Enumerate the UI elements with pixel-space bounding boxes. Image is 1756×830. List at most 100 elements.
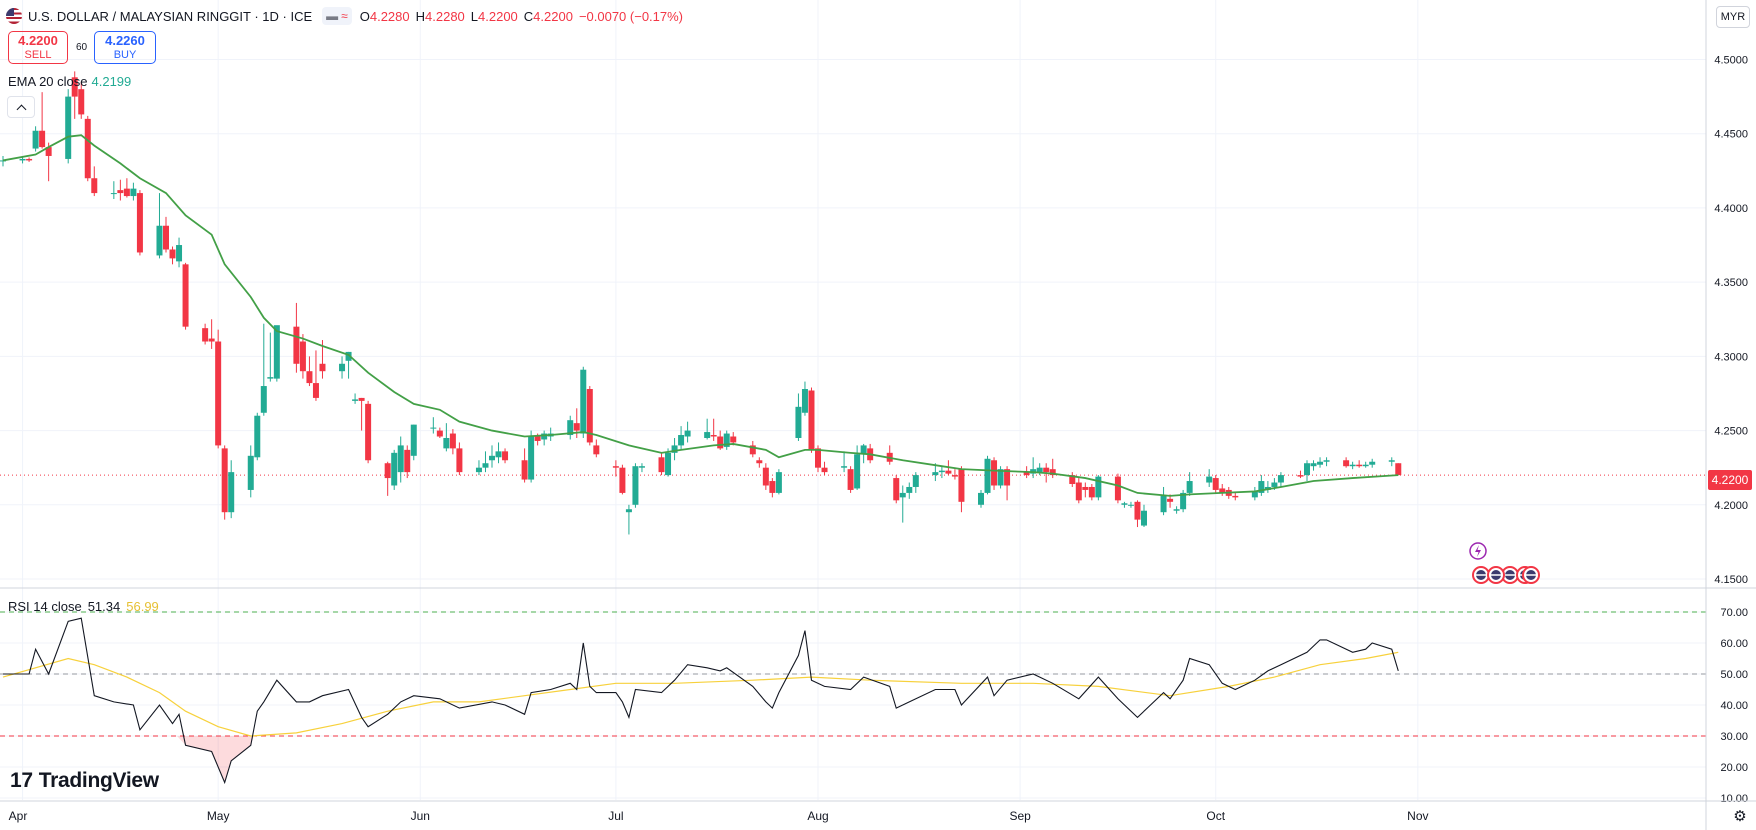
rsi-tick-label: 10.00 (1720, 793, 1748, 805)
candle-body (841, 466, 848, 468)
candle (1095, 475, 1102, 501)
time-tick-label: Nov (1407, 809, 1428, 823)
candle-body (1180, 492, 1187, 510)
rsi-lines (2, 617, 1399, 785)
candle (410, 424, 417, 461)
candle (938, 466, 945, 479)
candle (528, 430, 535, 483)
symbol-header[interactable]: U.S. DOLLAR / MALAYSIAN RINGGIT · 1D · I… (6, 6, 683, 26)
candle-body (625, 509, 632, 513)
rsi-legend[interactable]: RSI 14 close 51.34 56.99 (8, 599, 159, 614)
candle-body (1082, 486, 1089, 490)
ohlc-h: H4.2280 (415, 8, 465, 24)
candle (1277, 472, 1284, 487)
candle-body (1323, 460, 1330, 462)
candle-body (247, 455, 254, 490)
candle-body (352, 399, 359, 401)
candle (456, 442, 463, 476)
candle-body (65, 96, 72, 159)
price-tick-label: 4.3000 (1714, 351, 1748, 363)
candle-body (580, 369, 587, 434)
candle-body (821, 467, 828, 473)
candle-body (860, 445, 867, 455)
candle-body (110, 193, 117, 195)
time-tick-label: Jul (608, 809, 623, 823)
candle (762, 463, 769, 490)
candle-body (945, 470, 952, 474)
settings-gear-icon[interactable]: ⚙ (1733, 808, 1747, 825)
candle (665, 448, 672, 477)
candle (384, 461, 391, 496)
candle (912, 472, 919, 493)
rsi-ma-series-line (2, 651, 1399, 737)
rsi-tick-label: 40.00 (1720, 700, 1748, 712)
candle-body (78, 89, 85, 115)
candle (110, 181, 117, 200)
price-tick-label: 4.3500 (1714, 277, 1748, 289)
candle (260, 323, 267, 416)
candle-body (502, 451, 509, 461)
candle-body (391, 452, 398, 486)
candle (254, 412, 261, 461)
candle (756, 457, 763, 468)
ema-line (2, 134, 1399, 497)
tradingview-logo[interactable]: 17 TradingView (10, 769, 159, 793)
candle-body (1114, 476, 1121, 501)
candle-body (254, 415, 261, 458)
candle-body (997, 469, 1004, 486)
events[interactable] (1469, 542, 1540, 584)
tradingview-mark-icon: 17 (10, 769, 33, 792)
price-tick-label: 4.2000 (1714, 500, 1748, 512)
candle-body (91, 178, 98, 194)
candle (306, 356, 313, 387)
candle-body (528, 436, 535, 480)
us-economic-event-icon (1487, 566, 1505, 584)
sell-button[interactable]: 4.2200 SELL (8, 31, 68, 64)
candle-body (678, 435, 685, 446)
candle (684, 421, 691, 443)
candle-body (619, 467, 626, 493)
candle-body (215, 341, 222, 446)
candle (215, 329, 222, 449)
ema-legend[interactable]: EMA 20 close 4.2199 (8, 74, 131, 89)
candle (1343, 457, 1350, 468)
candle (632, 463, 639, 508)
rsi-series-line (3, 617, 1399, 785)
candle-body (1186, 481, 1193, 493)
candle-body (1121, 503, 1128, 505)
candle (1121, 501, 1128, 508)
price-tick-label: 4.4000 (1714, 203, 1748, 215)
candle (156, 193, 163, 259)
candle (795, 393, 802, 441)
candle-body (123, 188, 130, 197)
currency-button[interactable]: MYR (1716, 6, 1750, 28)
price-tick-label: 4.2500 (1714, 426, 1748, 438)
visibility-toggle[interactable]: ▬ ≈ (322, 7, 352, 25)
candle (312, 350, 319, 401)
candle (710, 418, 717, 441)
candle (1134, 500, 1141, 528)
rsi-legend-label: RSI 14 close (8, 599, 82, 614)
collapse-legend-button[interactable] (7, 96, 35, 118)
candle-body (1356, 464, 1363, 467)
candle-body (1310, 463, 1317, 467)
candle-body (1023, 472, 1030, 476)
candle-body (208, 338, 215, 342)
candle-body (658, 457, 665, 473)
candle (1304, 460, 1310, 482)
symbol-title[interactable]: U.S. DOLLAR / MALAYSIAN RINGGIT · 1D · I… (28, 8, 313, 24)
candle (1180, 489, 1187, 513)
buy-button[interactable]: 4.2260 BUY (94, 31, 156, 64)
candle-body (319, 363, 326, 372)
candle-body (436, 430, 443, 437)
candle-body (541, 433, 548, 440)
candle (299, 334, 306, 379)
candle (482, 451, 489, 473)
candle-body (1036, 467, 1043, 473)
candle-body (443, 437, 450, 449)
candle (221, 445, 228, 520)
candle (1088, 484, 1095, 501)
candle-body (775, 472, 782, 493)
